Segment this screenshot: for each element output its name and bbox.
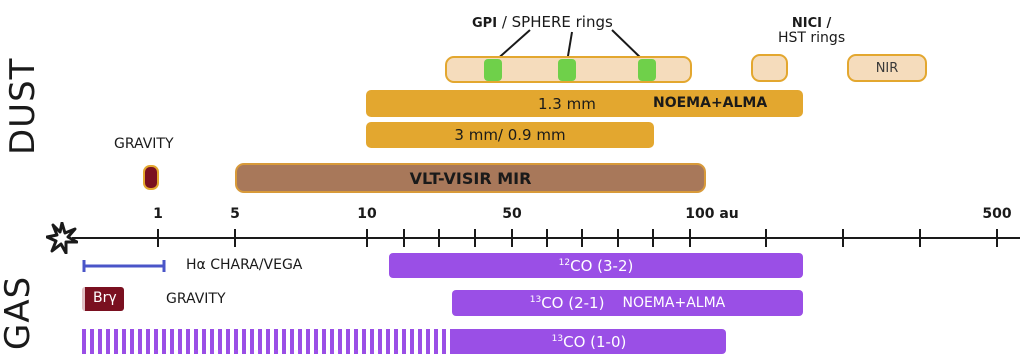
- gas-noema-alma-label: NOEMA+ALMA: [622, 295, 726, 311]
- visir-bar: VLT-VISIR MIR: [235, 163, 706, 193]
- mm13-bar: 1.3 mm NOEMA+ALMA: [366, 90, 803, 117]
- ring-marker-1: [484, 59, 502, 81]
- hst-rings-label: HST rings: [778, 30, 846, 46]
- co13-10-text: CO (1-0): [563, 332, 627, 351]
- co12-bar: 12CO (3-2): [389, 253, 803, 278]
- dust-gravity-label: GRAVITY: [114, 136, 174, 152]
- mm3-bar: 3 mm/ 0.9 mm: [366, 122, 654, 148]
- nici-label: NICI /: [791, 16, 832, 31]
- gpi-label: GPI: [472, 16, 498, 31]
- co12-isotope: 12: [558, 257, 571, 268]
- gpi-sphere-label: GPI / SPHERE rings: [472, 13, 613, 31]
- dust-gravity-marker: [143, 165, 159, 190]
- halpha-range: [82, 260, 166, 272]
- star-icon: [46, 222, 78, 254]
- tick-label-5: 5: [230, 206, 240, 222]
- ring-marker-3: [638, 59, 656, 81]
- tick-label-500: 500: [982, 206, 1012, 222]
- tick-label-50: 50: [502, 206, 522, 222]
- tick-label-10: 10: [357, 206, 377, 222]
- co13-21-isotope: 13: [529, 295, 542, 305]
- co13-21-label: 13CO (2-1): [530, 294, 605, 312]
- halpha-label: Hα CHARA/VEGA: [186, 257, 303, 273]
- mm13-label: 1.3 mm: [538, 95, 596, 113]
- co12-label: 12CO (3-2): [559, 257, 634, 275]
- sphere-rings-label: / SPHERE rings: [497, 13, 613, 31]
- tick-label-1: 1: [153, 206, 163, 222]
- co13-10-isotope: 13: [551, 333, 564, 344]
- brg-label: Brγ: [93, 290, 117, 306]
- nir-bar: NIR: [847, 54, 927, 82]
- ring-marker-2: [558, 59, 576, 81]
- co13-10-striped: [82, 329, 452, 354]
- nici-hst-bar: [751, 54, 788, 82]
- tick-label-100: 100 au: [685, 206, 739, 222]
- co13-21-bar: 13CO (2-1) NOEMA+ALMA: [452, 290, 803, 316]
- co13-10-bar: 13CO (1-0): [452, 329, 726, 354]
- brg-marker: Brγ: [82, 287, 124, 311]
- nici-hst-label: NICI / HST rings: [778, 16, 845, 46]
- noema-alma-label: NOEMA+ALMA: [653, 95, 768, 111]
- co12-text: CO (3-2): [570, 256, 634, 275]
- co13-21-text: CO (2-1): [541, 294, 605, 312]
- gas-gravity-label: GRAVITY: [166, 291, 226, 307]
- co13-10-label: 13CO (1-0): [552, 333, 627, 351]
